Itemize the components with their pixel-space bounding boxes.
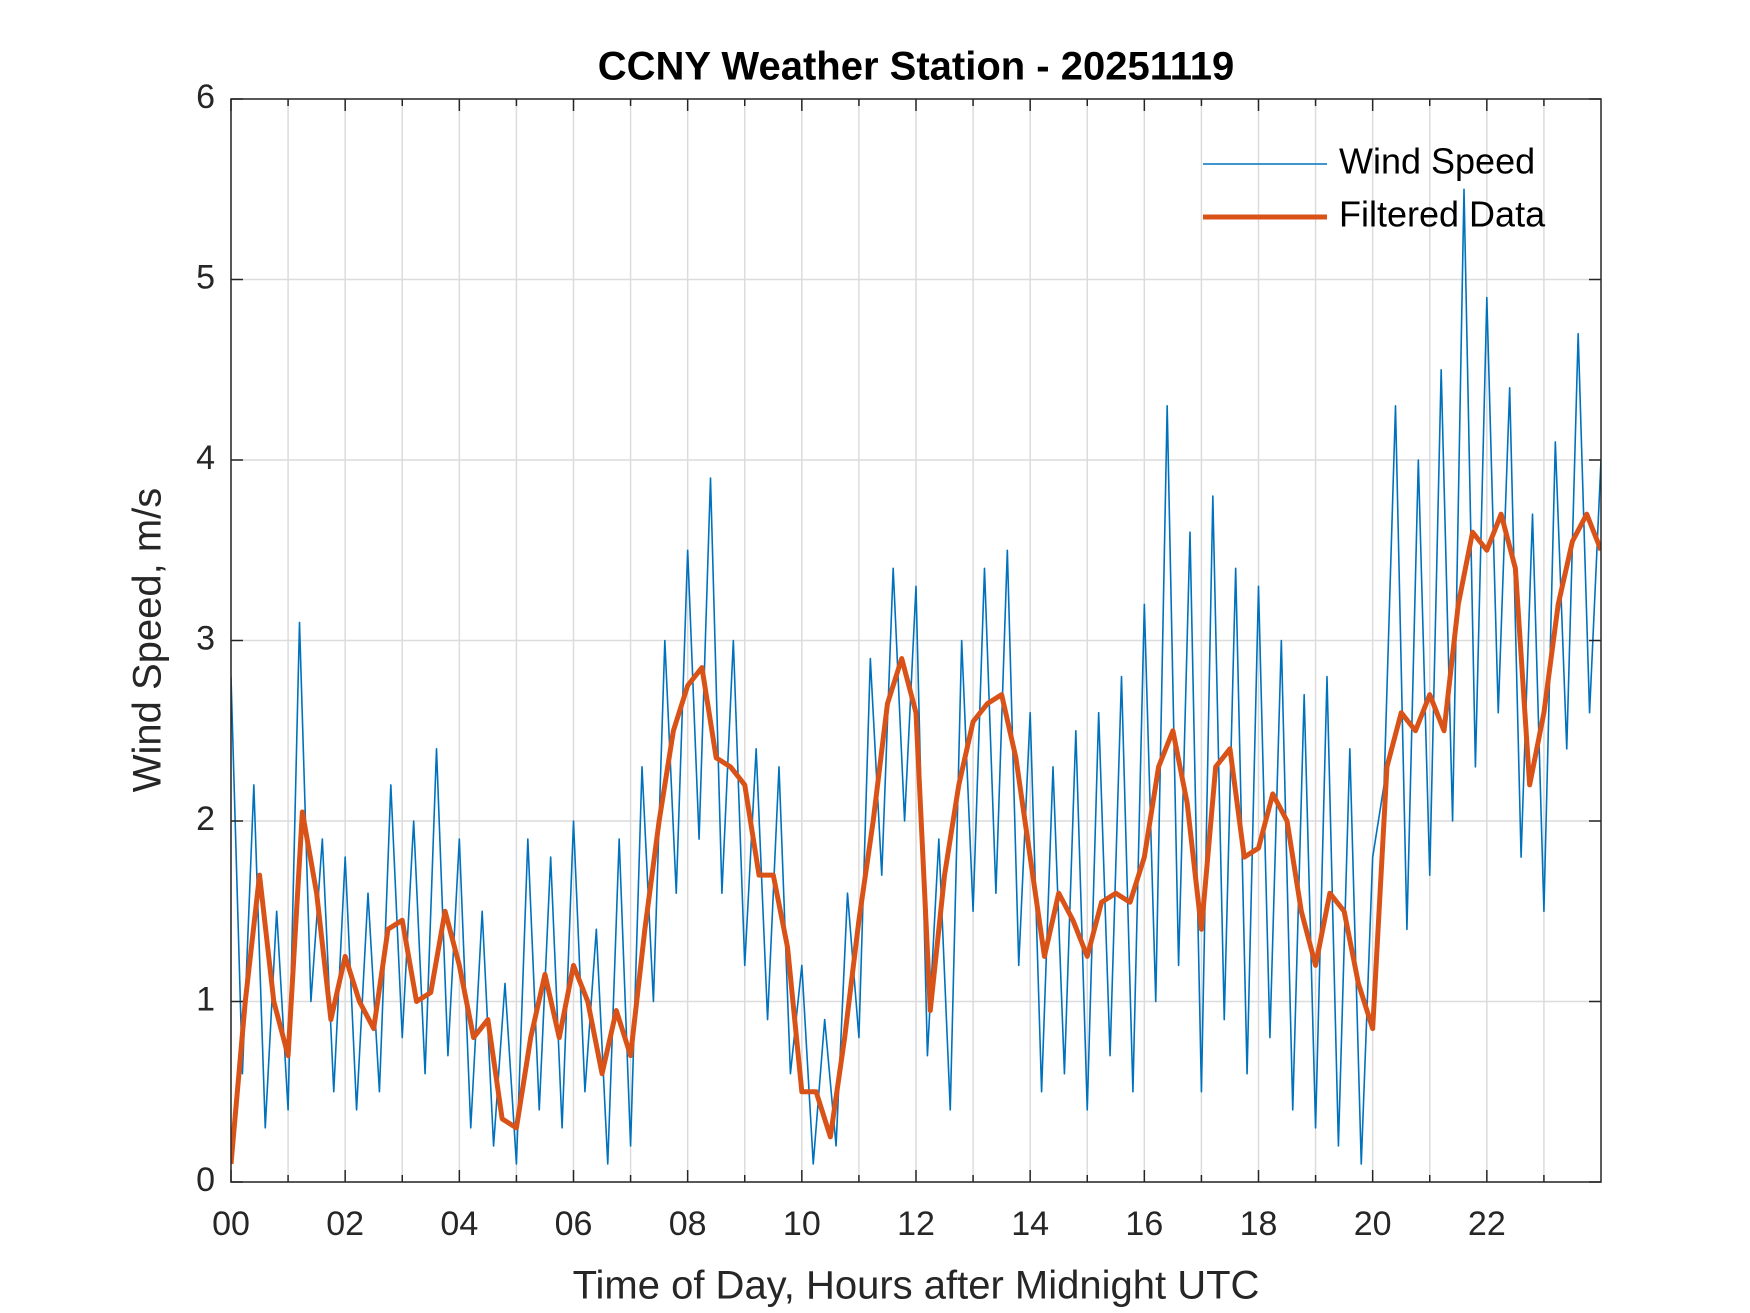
x-tick-label: 22: [1468, 1205, 1506, 1243]
x-tick-label: 10: [783, 1205, 821, 1243]
x-tick-label: 02: [326, 1205, 364, 1243]
y-tick-label: 3: [196, 619, 215, 657]
x-tick-label: 04: [440, 1205, 478, 1243]
x-tick-label: 18: [1240, 1205, 1278, 1243]
y-tick-label: 2: [196, 800, 215, 838]
y-tick-label: 4: [196, 439, 215, 477]
series-line: [231, 188, 1601, 1165]
x-axis-label: Time of Day, Hours after Midnight UTC: [573, 1264, 1260, 1308]
y-axis-label: Wind Speed, m/s: [126, 488, 170, 793]
series-line: [231, 511, 1601, 1165]
x-tick-label: 06: [555, 1205, 593, 1243]
x-tick-label: 16: [1125, 1205, 1163, 1243]
legend-label: Filtered Data: [1339, 194, 1546, 235]
y-tick-label: 0: [196, 1161, 215, 1199]
x-tick-label: 14: [1011, 1205, 1049, 1243]
y-tick-label: 5: [196, 258, 215, 296]
chart-title: CCNY Weather Station - 20251119: [598, 45, 1235, 89]
legend-label: Wind Speed: [1339, 141, 1535, 182]
y-tick-label: 6: [196, 78, 215, 116]
x-tick-label: 00: [212, 1205, 250, 1243]
x-tick-label: 20: [1354, 1205, 1392, 1243]
y-tick-label: 1: [196, 980, 215, 1018]
x-tick-label: 08: [669, 1205, 707, 1243]
x-tick-label: 12: [897, 1205, 935, 1243]
